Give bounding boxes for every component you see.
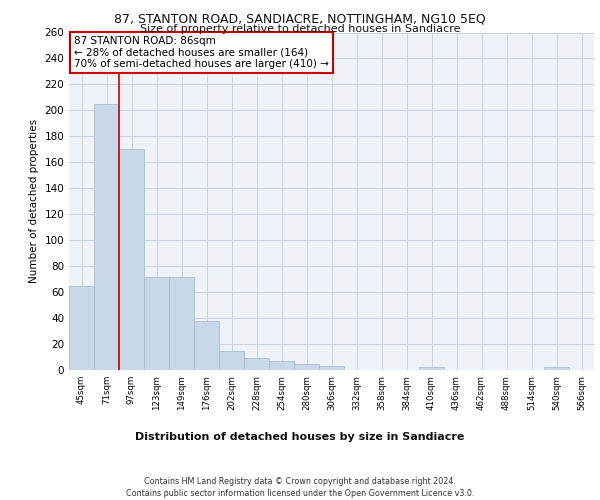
Bar (169, 276, 194, 370)
Bar (419, 368, 444, 370)
Text: 87, STANTON ROAD, SANDIACRE, NOTTINGHAM, NG10 5EQ: 87, STANTON ROAD, SANDIACRE, NOTTINGHAM,… (114, 12, 486, 26)
Bar (319, 366, 344, 370)
Bar (194, 320, 219, 370)
Bar (219, 350, 244, 370)
Text: Distribution of detached houses by size in Sandiacre: Distribution of detached houses by size … (136, 432, 464, 442)
Bar (544, 368, 569, 370)
Bar (69, 286, 94, 370)
Text: Contains public sector information licensed under the Open Government Licence v3: Contains public sector information licen… (126, 489, 474, 498)
Bar (144, 276, 169, 370)
Bar (244, 358, 269, 370)
Text: Size of property relative to detached houses in Sandiacre: Size of property relative to detached ho… (140, 24, 460, 34)
Bar (269, 361, 294, 370)
Text: Contains HM Land Registry data © Crown copyright and database right 2024.: Contains HM Land Registry data © Crown c… (144, 478, 456, 486)
Bar (119, 150, 144, 370)
Bar (94, 104, 119, 370)
Y-axis label: Number of detached properties: Number of detached properties (29, 119, 39, 284)
Bar (294, 364, 319, 370)
Text: 87 STANTON ROAD: 86sqm
← 28% of detached houses are smaller (164)
70% of semi-de: 87 STANTON ROAD: 86sqm ← 28% of detached… (74, 36, 329, 69)
